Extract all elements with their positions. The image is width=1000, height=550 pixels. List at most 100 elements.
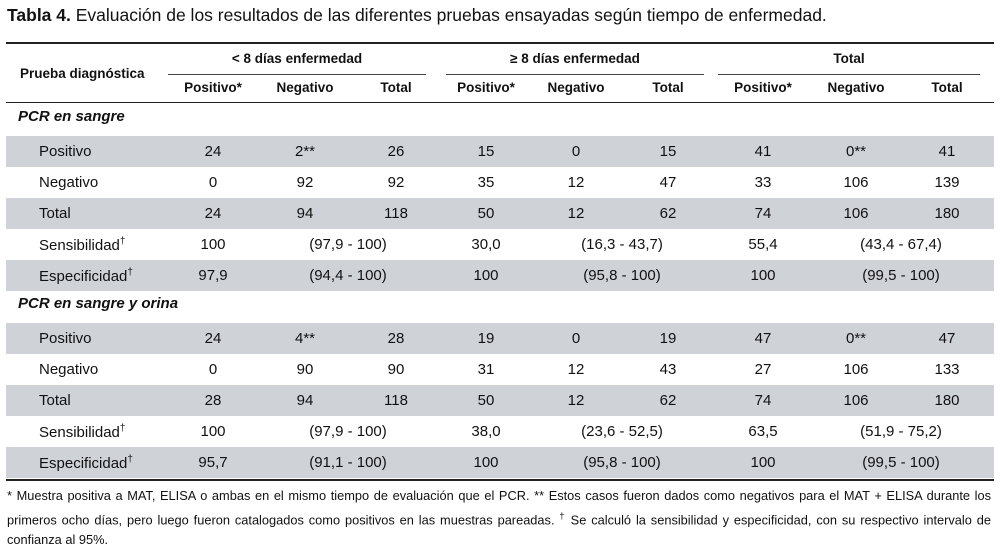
table-cell: 38,0 xyxy=(471,423,501,440)
table-cell: (97,9 - 100) xyxy=(309,236,387,253)
table-cell: (23,6 - 52,5) xyxy=(581,423,663,440)
table-cell: 0** xyxy=(845,330,867,347)
table-cell: 28 xyxy=(387,330,405,347)
group-rule-lt8 xyxy=(168,74,426,75)
table-cell: (99,5 - 100) xyxy=(862,454,940,471)
row-label-text: Especificidad xyxy=(39,268,128,285)
table-cell: 47 xyxy=(754,330,772,347)
table-cell: 24 xyxy=(204,143,222,160)
row-label: Positivo xyxy=(39,330,92,347)
row-label: Negativo xyxy=(39,174,98,191)
table-cell: 92 xyxy=(387,174,405,191)
table-cell: 2** xyxy=(294,143,316,160)
row-label: Sensibilidad† xyxy=(39,423,125,441)
table-cell: 47 xyxy=(938,330,956,347)
column-header: Positivo* xyxy=(457,80,515,95)
table-cell: 94 xyxy=(296,205,314,222)
column-header: Positivo* xyxy=(734,80,792,95)
table-cell: 28 xyxy=(204,392,222,409)
header-bottom-rule xyxy=(6,102,994,103)
dagger-mark: † xyxy=(119,236,126,247)
table-cell: 100 xyxy=(200,236,226,253)
table-cell: 26 xyxy=(387,143,405,160)
table-cell: 0** xyxy=(845,143,867,160)
table-cell: 50 xyxy=(477,205,495,222)
table-cell: 41 xyxy=(938,143,956,160)
table-cell: 62 xyxy=(659,392,677,409)
table-row: Total 24 94 118 50 12 62 74 106 180 xyxy=(6,198,994,229)
table-cell: (16,3 - 43,7) xyxy=(581,236,663,253)
table-cell: 100 xyxy=(473,454,499,471)
table-row: Positivo 24 4** 28 19 0 19 47 0** 47 xyxy=(6,323,994,354)
table-row: Total 28 94 118 50 12 62 74 106 180 xyxy=(6,385,994,416)
table-row: Sensibilidad† 100 (97,9 - 100) 38,0 (23,6 - … xyxy=(6,416,994,447)
table-cell: 106 xyxy=(843,205,869,222)
table-cell: 74 xyxy=(754,205,772,222)
section-title: PCR en sangre y orina xyxy=(18,295,179,312)
table-cell: 100 xyxy=(750,454,776,471)
group-header-ge8: ≥ 8 días enfermedad xyxy=(510,51,640,66)
row-label: Especificidad† xyxy=(39,267,133,285)
table-cell: 47 xyxy=(659,174,677,191)
group-rule-ge8 xyxy=(446,74,704,75)
table-row: Negativo 0 92 92 35 12 47 33 106 139 xyxy=(6,167,994,198)
table-top-rule xyxy=(6,42,994,44)
table-cell: 63,5 xyxy=(748,423,778,440)
row-label: Negativo xyxy=(39,361,98,378)
footnote-dagger: † xyxy=(559,511,566,521)
section-title: PCR en sangre xyxy=(18,108,125,125)
table-cell: 24 xyxy=(204,205,222,222)
table-cell: 100 xyxy=(750,267,776,284)
column-header: Total xyxy=(652,80,684,95)
table-cell: 15 xyxy=(659,143,677,160)
footnote-part1: * Muestra positiva a MAT, ELISA o ambas … xyxy=(7,488,991,528)
table-caption: Tabla 4. Evaluación de los resultados de… xyxy=(7,5,827,26)
table-row: Especificidad† 95,7 (91,1 - 100) 100 (95,8 -… xyxy=(6,447,994,478)
row-label-text: Sensibilidad xyxy=(39,237,120,254)
table-cell: 30,0 xyxy=(471,236,501,253)
table-cell: 94 xyxy=(296,392,314,409)
table-cell: 90 xyxy=(296,361,314,378)
column-header: Positivo* xyxy=(184,80,242,95)
table-cell: (99,5 - 100) xyxy=(862,267,940,284)
row-label-text: Total xyxy=(39,392,71,409)
table-cell: (51,9 - 75,2) xyxy=(860,423,942,440)
table-cell: 33 xyxy=(754,174,772,191)
table-cell: 180 xyxy=(934,392,960,409)
table-row: Especificidad† 97,9 (94,4 - 100) 100 (95,8 -… xyxy=(6,260,994,291)
caption-text: Evaluación de los resultados de las dife… xyxy=(75,5,827,25)
table-row: Negativo 0 90 90 31 12 43 27 106 133 xyxy=(6,354,994,385)
column-header: Negativo xyxy=(827,80,885,95)
table-cell: 62 xyxy=(659,205,677,222)
row-label: Total xyxy=(39,205,71,222)
table-footnote: * Muestra positiva a MAT, ELISA o ambas … xyxy=(7,486,991,550)
table-cell: 19 xyxy=(477,330,495,347)
table-cell: 24 xyxy=(204,330,222,347)
table-cell: 31 xyxy=(477,361,495,378)
table-cell: 0 xyxy=(208,361,218,378)
row-label-text: Negativo xyxy=(39,361,99,378)
table-cell: 12 xyxy=(567,361,585,378)
table-cell: 27 xyxy=(754,361,772,378)
table-cell: 97,9 xyxy=(198,267,228,284)
table-cell: 180 xyxy=(934,205,960,222)
row-label-text: Especificidad xyxy=(39,455,128,472)
table-cell: (95,8 - 100) xyxy=(583,454,661,471)
table-cell: 4** xyxy=(294,330,316,347)
group-header-lt8: < 8 días enfermedad xyxy=(231,51,363,66)
row-label-text: Sensibilidad xyxy=(39,424,120,441)
table-cell: 106 xyxy=(843,361,869,378)
row-label-text: Positivo xyxy=(39,143,92,160)
table-cell: 0 xyxy=(571,330,581,347)
table-cell: 95,7 xyxy=(198,454,228,471)
table-cell: 0 xyxy=(208,174,218,191)
row-label-header: Prueba diagnóstica xyxy=(20,66,145,81)
table-cell: 35 xyxy=(477,174,495,191)
row-label-text: Total xyxy=(39,205,71,222)
group-header-total: Total xyxy=(833,51,865,66)
table-cell: (43,4 - 67,4) xyxy=(860,236,942,253)
column-header: Negativo xyxy=(547,80,605,95)
table-cell: 50 xyxy=(477,392,495,409)
caption-label: Tabla 4. xyxy=(7,5,71,25)
table-cell: 118 xyxy=(384,205,408,222)
